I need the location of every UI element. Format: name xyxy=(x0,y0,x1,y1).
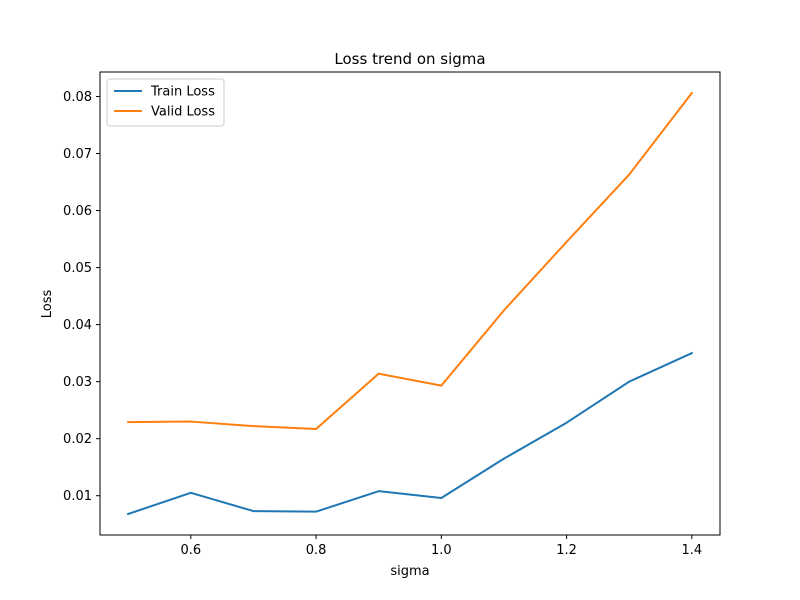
y-tick-label: 0.03 xyxy=(63,375,92,390)
y-tick-label: 0.07 xyxy=(63,147,92,162)
plot-area: 0.6 0.8 1.0 1.2 1.4 0.01 0.02 0.03 0.04 0.05 0.06 0… xyxy=(63,71,721,558)
legend-label-valid-loss: Valid Loss xyxy=(151,105,215,120)
y-tick-label: 0.06 xyxy=(63,204,92,219)
series-line-valid-loss xyxy=(127,91,694,430)
x-tick-label: 1.4 xyxy=(681,543,702,558)
y-tick-label: 0.05 xyxy=(63,261,92,276)
y-axis-label: Loss xyxy=(40,290,55,319)
legend: Train Loss Valid Loss xyxy=(106,78,225,127)
y-tick-label: 0.04 xyxy=(63,318,92,333)
chart-title: Loss trend on sigma xyxy=(334,50,485,68)
series-line-train-loss xyxy=(126,351,694,516)
y-tick-label: 0.01 xyxy=(63,489,92,504)
y-tick-label: 0.08 xyxy=(63,90,92,105)
x-axis-label: sigma xyxy=(390,564,429,579)
x-tick-label: 1.0 xyxy=(431,543,452,558)
y-tick-label: 0.02 xyxy=(63,432,92,447)
x-tick-label: 0.8 xyxy=(306,543,327,558)
x-tick-label: 1.2 xyxy=(556,543,577,558)
legend-label-train-loss: Train Loss xyxy=(150,85,215,100)
x-tick-label: 0.6 xyxy=(180,543,201,558)
axes-frame xyxy=(99,71,721,536)
